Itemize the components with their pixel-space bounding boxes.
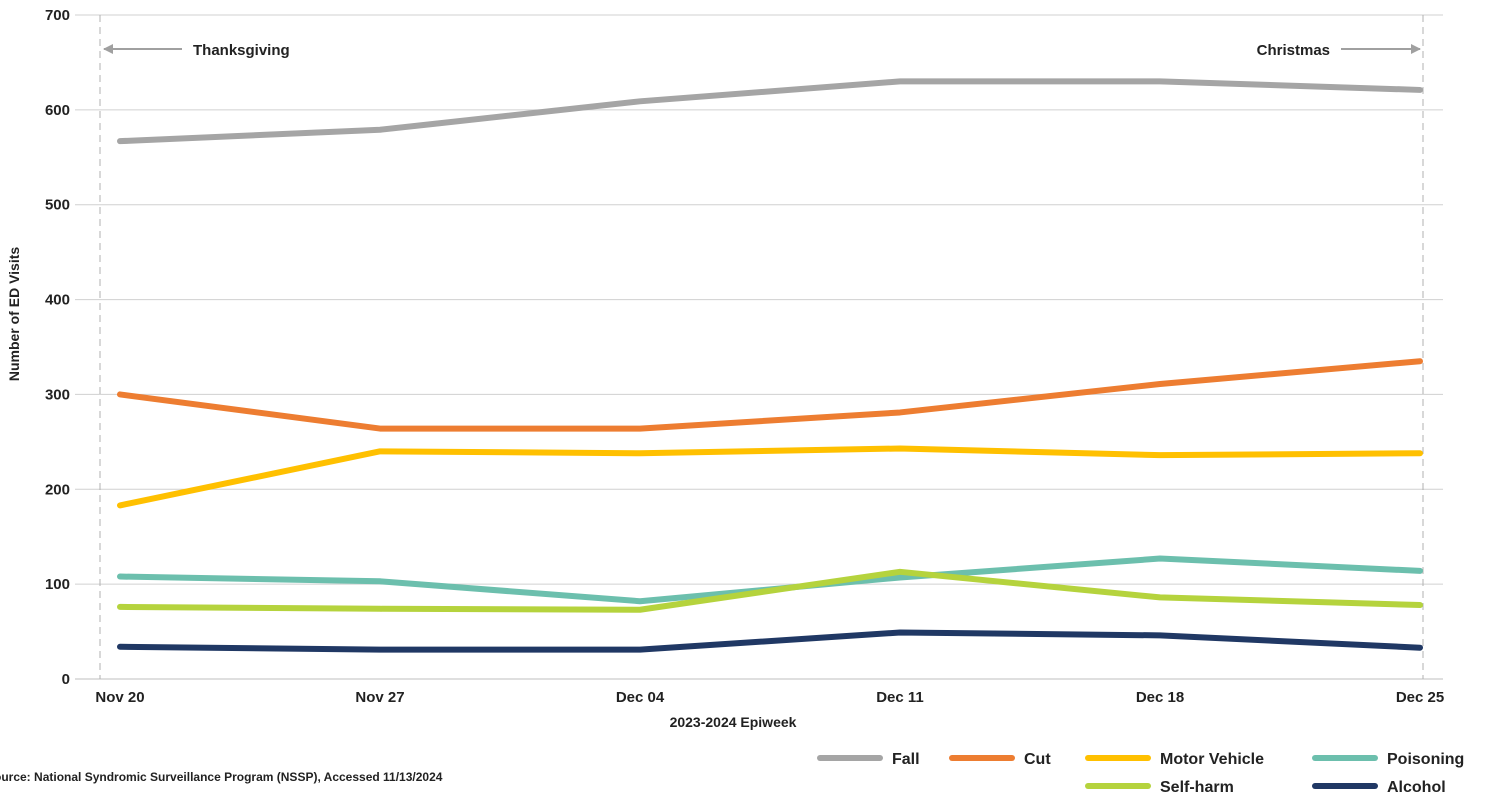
legend-label-cut: Cut xyxy=(1024,751,1051,768)
x-axis-ticks: Nov 20 Nov 27 Dec 04 Dec 11 Dec 18 Dec 25 xyxy=(95,689,1444,706)
y-tick-label: 600 xyxy=(45,102,70,119)
legend-label-alcohol: Alcohol xyxy=(1387,779,1446,796)
series-line-cut xyxy=(117,358,1423,432)
x-tick-label: Dec 11 xyxy=(876,689,924,706)
series-line-motor-vehicle xyxy=(117,445,1423,509)
x-tick-label: Dec 25 xyxy=(1396,689,1444,706)
gridlines xyxy=(75,14,1443,680)
series-line-alcohol xyxy=(117,629,1423,653)
y-tick-label: 200 xyxy=(45,481,70,498)
x-axis-title: 2023-2024 Epiweek xyxy=(670,714,797,730)
y-axis-ticks: 0 100 200 300 400 500 600 700 xyxy=(45,7,70,688)
series-line-poisoning xyxy=(117,555,1423,605)
series-line-self-harm xyxy=(117,568,1423,613)
source-note: ource: National Syndromic Surveillance P… xyxy=(0,770,442,784)
y-tick-label: 400 xyxy=(45,292,70,309)
legend-label-poisoning: Poisoning xyxy=(1387,751,1464,768)
y-tick-label: 700 xyxy=(45,7,70,24)
source-prefix: ource: xyxy=(0,770,31,784)
legend-label-self-harm: Self-harm xyxy=(1160,779,1234,796)
y-tick-label: 0 xyxy=(62,671,70,688)
y-tick-label: 500 xyxy=(45,197,70,214)
legend-label-motor-vehicle: Motor Vehicle xyxy=(1160,751,1264,768)
christmas-label: Christmas xyxy=(1257,42,1330,59)
y-tick-label: 100 xyxy=(45,576,70,593)
x-tick-label: Nov 27 xyxy=(355,689,404,706)
legend-label-fall: Fall xyxy=(892,751,920,768)
series-lines xyxy=(117,78,1423,653)
series-line-fall xyxy=(117,78,1423,145)
y-axis-title: Number of ED Visits xyxy=(6,247,22,382)
y-tick-label: 300 xyxy=(45,386,70,403)
annotations: Thanksgiving Christmas xyxy=(103,42,1421,59)
x-tick-label: Dec 04 xyxy=(616,689,665,706)
holiday-markers xyxy=(99,15,1424,679)
x-tick-label: Dec 18 xyxy=(1136,689,1184,706)
source-text: National Syndromic Surveillance Program … xyxy=(34,770,443,784)
thanksgiving-label: Thanksgiving xyxy=(193,42,290,59)
legend: Fall Cut Motor Vehicle Poisoning Self-harm Al… xyxy=(817,751,1464,796)
x-tick-label: Nov 20 xyxy=(95,689,144,706)
